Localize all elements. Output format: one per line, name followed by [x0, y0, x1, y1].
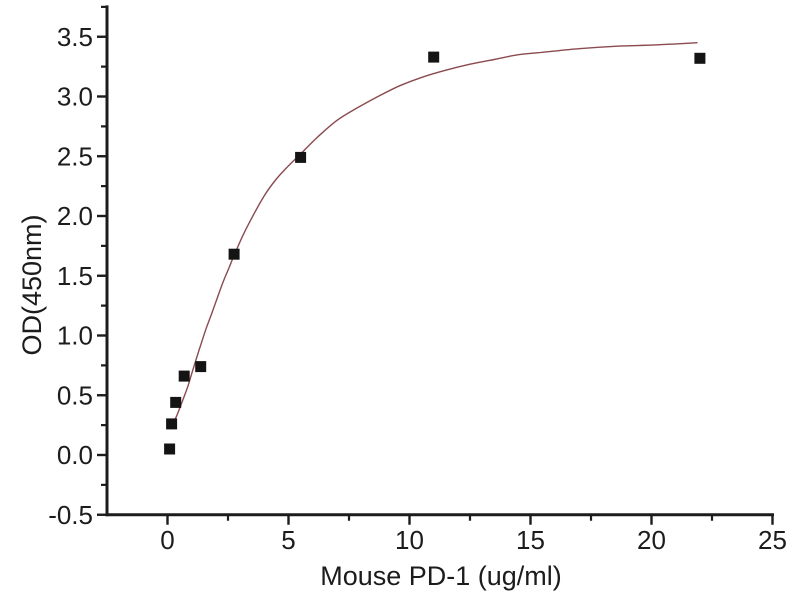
data-point: [694, 52, 706, 64]
fit-curve: [170, 42, 698, 426]
y-tick-label: 1.5: [57, 261, 93, 291]
data-point: [178, 370, 190, 382]
fit-curve-layer: [170, 42, 698, 426]
y-tick-label: 1.0: [57, 321, 93, 351]
y-tick-label: 2.0: [57, 201, 93, 231]
y-tick-label: 0.5: [57, 380, 93, 410]
x-tick-label: 0: [160, 525, 174, 555]
data-point: [195, 361, 207, 373]
y-tick-label: 3.5: [57, 22, 93, 52]
data-point: [164, 443, 176, 455]
y-tick-label: 3.0: [57, 82, 93, 112]
x-tick-label: 10: [395, 525, 424, 555]
data-points-layer: [164, 51, 706, 455]
data-point: [228, 248, 240, 260]
x-axis-title: Mouse PD-1 (ug/ml): [320, 561, 562, 591]
y-axis-title: OD(450nm): [17, 214, 47, 355]
x-tick-label: 5: [281, 525, 295, 555]
data-point: [166, 418, 178, 430]
data-point: [295, 151, 307, 163]
axes-layer: [97, 5, 774, 525]
y-tick-label: 0.0: [57, 440, 93, 470]
x-tick-label: 25: [758, 525, 787, 555]
data-point: [170, 396, 182, 408]
y-tick-label: -0.5: [48, 500, 93, 530]
x-tick-label: 15: [516, 525, 545, 555]
tick-labels-layer: -0.5 0.0 0.5 1.0 1.5 2.0 2.5 3.0 3.5 0 5 10 15 20 25: [48, 22, 787, 555]
x-tick-label: 20: [637, 525, 666, 555]
y-tick-label: 2.5: [57, 141, 93, 171]
data-point: [428, 51, 440, 63]
